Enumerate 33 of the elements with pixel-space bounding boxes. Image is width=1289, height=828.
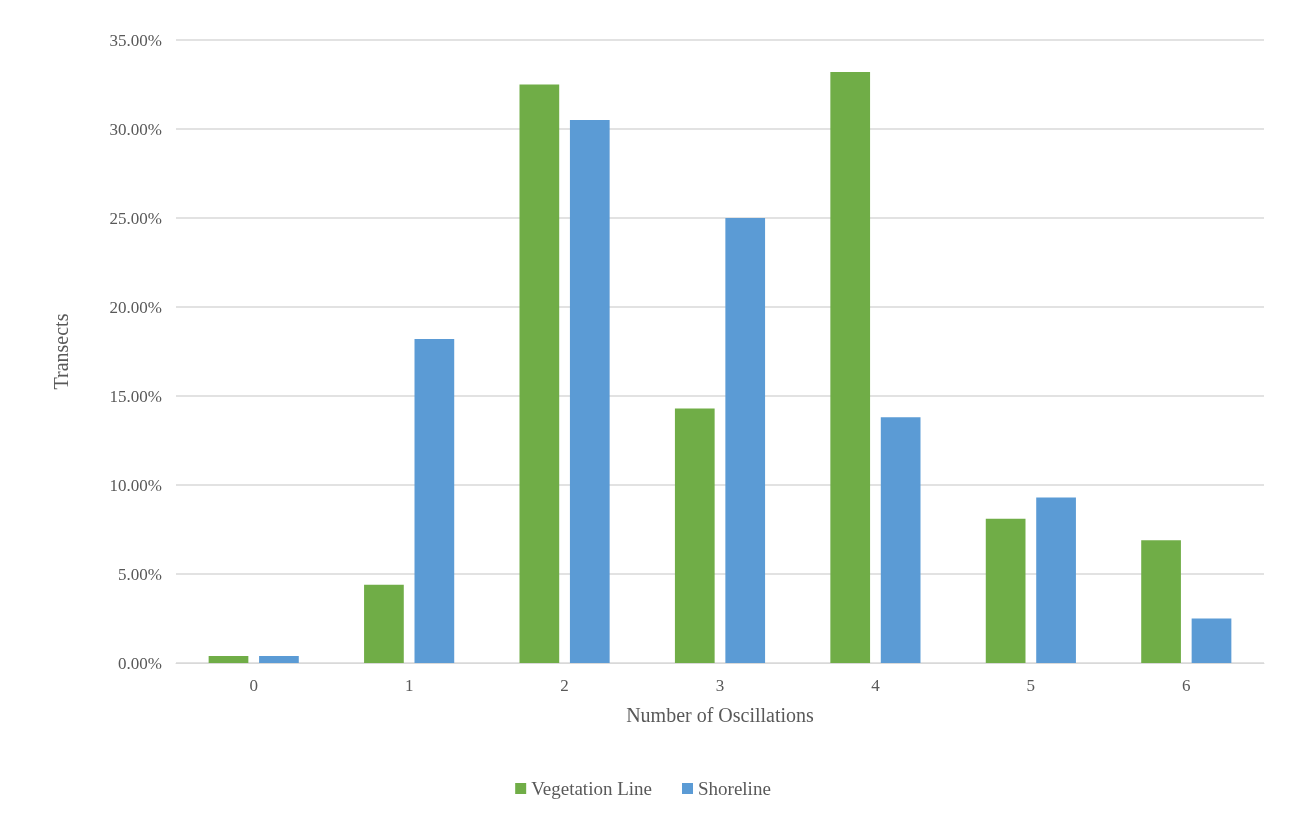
x-tick-label: 3: [715, 676, 725, 695]
x-tick-label: 1: [404, 676, 414, 695]
y-tick-label: 15.00%: [109, 386, 162, 406]
legend-label: Vegetation Line: [531, 778, 653, 799]
legend-label: Shoreline: [698, 778, 771, 799]
bar: [725, 218, 766, 663]
bar: [880, 417, 921, 663]
bar: [1191, 618, 1232, 663]
bar: [1036, 497, 1076, 663]
x-axis-title: Number of Oscillations: [626, 704, 815, 726]
bar: [1141, 540, 1181, 663]
y-tick-label: 25.00%: [109, 208, 162, 228]
x-tick-label: 6: [1182, 676, 1191, 695]
bar: [830, 72, 871, 663]
y-tick-label: 30.00%: [109, 119, 162, 139]
x-tick-label: 5: [1026, 676, 1036, 695]
bar: [519, 84, 560, 663]
y-tick-label: 20.00%: [109, 297, 162, 317]
bar: [569, 120, 610, 663]
y-axis-title: Transects: [50, 313, 72, 390]
bar: [259, 655, 299, 663]
bar: [985, 518, 1026, 663]
y-tick-label: 0.00%: [118, 653, 162, 673]
bar: [364, 584, 404, 663]
y-tick-label: 35.00%: [109, 30, 162, 50]
x-tick-label: 2: [560, 676, 569, 695]
x-tick-label: 0: [249, 676, 258, 695]
x-tick-label: 4: [871, 676, 881, 695]
bar: [674, 408, 715, 663]
bar: [414, 339, 455, 663]
y-tick-label: 10.00%: [109, 475, 162, 495]
y-tick-label: 5.00%: [118, 564, 162, 584]
bar: [208, 655, 249, 663]
